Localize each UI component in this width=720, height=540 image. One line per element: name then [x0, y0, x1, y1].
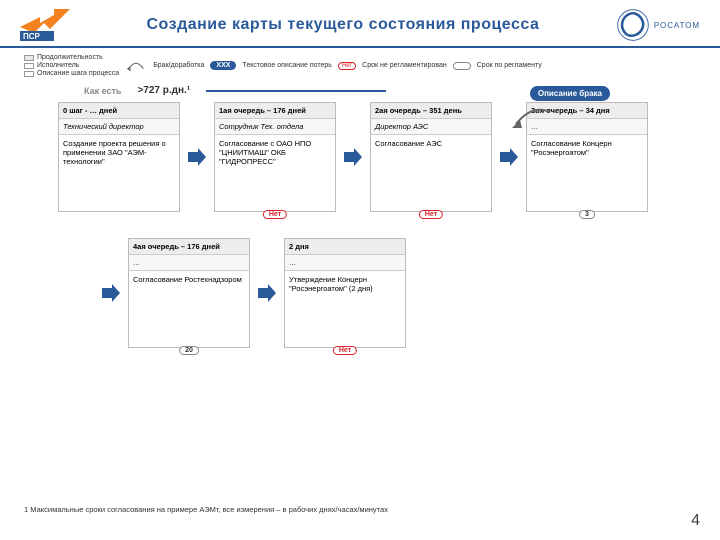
- legend-reg-oval: [453, 62, 471, 70]
- legend-unreg: Срок не регламентирован: [362, 62, 447, 69]
- card-header: 1ая очередь – 176 дней: [215, 103, 335, 119]
- card-role: Директор АЭС: [371, 119, 491, 135]
- defect-bubble: Описание брака: [530, 86, 610, 101]
- legend-no-oval: Нет: [338, 62, 356, 70]
- card-role: …: [129, 255, 249, 271]
- brand-text: РОСАТОМ: [654, 21, 700, 30]
- logo-psr: ПСР: [20, 9, 70, 41]
- logo-rosatom: РОСАТОМ: [616, 8, 700, 42]
- card-approve: 2 дня … Утверждение Концерн "Росэнергоат…: [284, 238, 406, 348]
- card-body: Создание проекта решения о применении ЗА…: [59, 135, 179, 211]
- card-body: Утверждение Концерн "Росэнергоатом" (2 д…: [285, 271, 405, 347]
- badge-no: Нет: [263, 210, 287, 219]
- legend-executor: Исполнитель: [37, 62, 79, 69]
- svg-text:ПСР: ПСР: [23, 32, 41, 41]
- card-step-0: 0 шаг - … дней Технический директор Созд…: [58, 102, 180, 212]
- arrow-icon: [186, 102, 208, 212]
- process-row-1: Описание брака 0 шаг - … дней Технически…: [24, 102, 696, 212]
- header: ПСР Создание карты текущего состояния пр…: [0, 0, 720, 48]
- legend-desc: Описание шага процесса: [37, 70, 119, 77]
- card-role: Сотрудник Тех. отдела: [215, 119, 335, 135]
- card-queue-4: 4ая очередь – 176 дней … Согласование Ро…: [128, 238, 250, 348]
- card-body: Согласование АЭС: [371, 135, 491, 211]
- card-role: …: [285, 255, 405, 271]
- diagram-canvas: Как есть >727 р.дн.¹ Описание брака 0 ша…: [0, 85, 720, 348]
- card-body: Согласование с ОАО НПО "ЦНИИТМАШ" ОКБ "Г…: [215, 135, 335, 211]
- badge-no: Нет: [419, 210, 443, 219]
- asis-value: >727 р.дн.¹: [137, 85, 190, 96]
- process-row-2: 4ая очередь – 176 дней … Согласование Ро…: [100, 238, 696, 348]
- rework-icon: [125, 59, 147, 73]
- asis-label: Как есть: [84, 86, 121, 96]
- card-queue-1: 1ая очередь – 176 дней Сотрудник Тех. от…: [214, 102, 336, 212]
- legend-rework: Брак/доработка: [153, 62, 204, 69]
- footnote: 1 Максимальные сроки согласования на при…: [24, 505, 388, 514]
- legend: Продолжительность Исполнитель Описание ш…: [0, 48, 720, 83]
- page-title: Создание карты текущего состояния процес…: [147, 16, 540, 34]
- card-header: 2 дня: [285, 239, 405, 255]
- legend-duration: Продолжительность: [37, 54, 103, 61]
- legend-pill: XXX: [210, 61, 236, 70]
- card-queue-2: 2ая очередь – 351 день Директор АЭС Согл…: [370, 102, 492, 212]
- card-body: Согласование Концерн "Росэнергоатом": [527, 135, 647, 211]
- card-header: 0 шаг - … дней: [59, 103, 179, 119]
- badge-days: 20: [179, 346, 199, 355]
- card-header: 4ая очередь – 176 дней: [129, 239, 249, 255]
- legend-loss: Текстовое описание потерь: [242, 62, 332, 69]
- card-body: Согласование Ростехнадзором: [129, 271, 249, 347]
- defect-arrow-icon: [510, 108, 554, 132]
- page-number: 4: [691, 512, 700, 530]
- legend-reg: Срок по регламенту: [477, 62, 542, 69]
- arrow-icon: [100, 238, 122, 348]
- badge-no: Нет: [333, 346, 357, 355]
- card-role: Технический директор: [59, 119, 179, 135]
- card-header: 2ая очередь – 351 день: [371, 103, 491, 119]
- arrow-icon: [256, 238, 278, 348]
- badge-days: 3: [579, 210, 595, 219]
- asis-underline: [206, 90, 386, 92]
- arrow-icon: [342, 102, 364, 212]
